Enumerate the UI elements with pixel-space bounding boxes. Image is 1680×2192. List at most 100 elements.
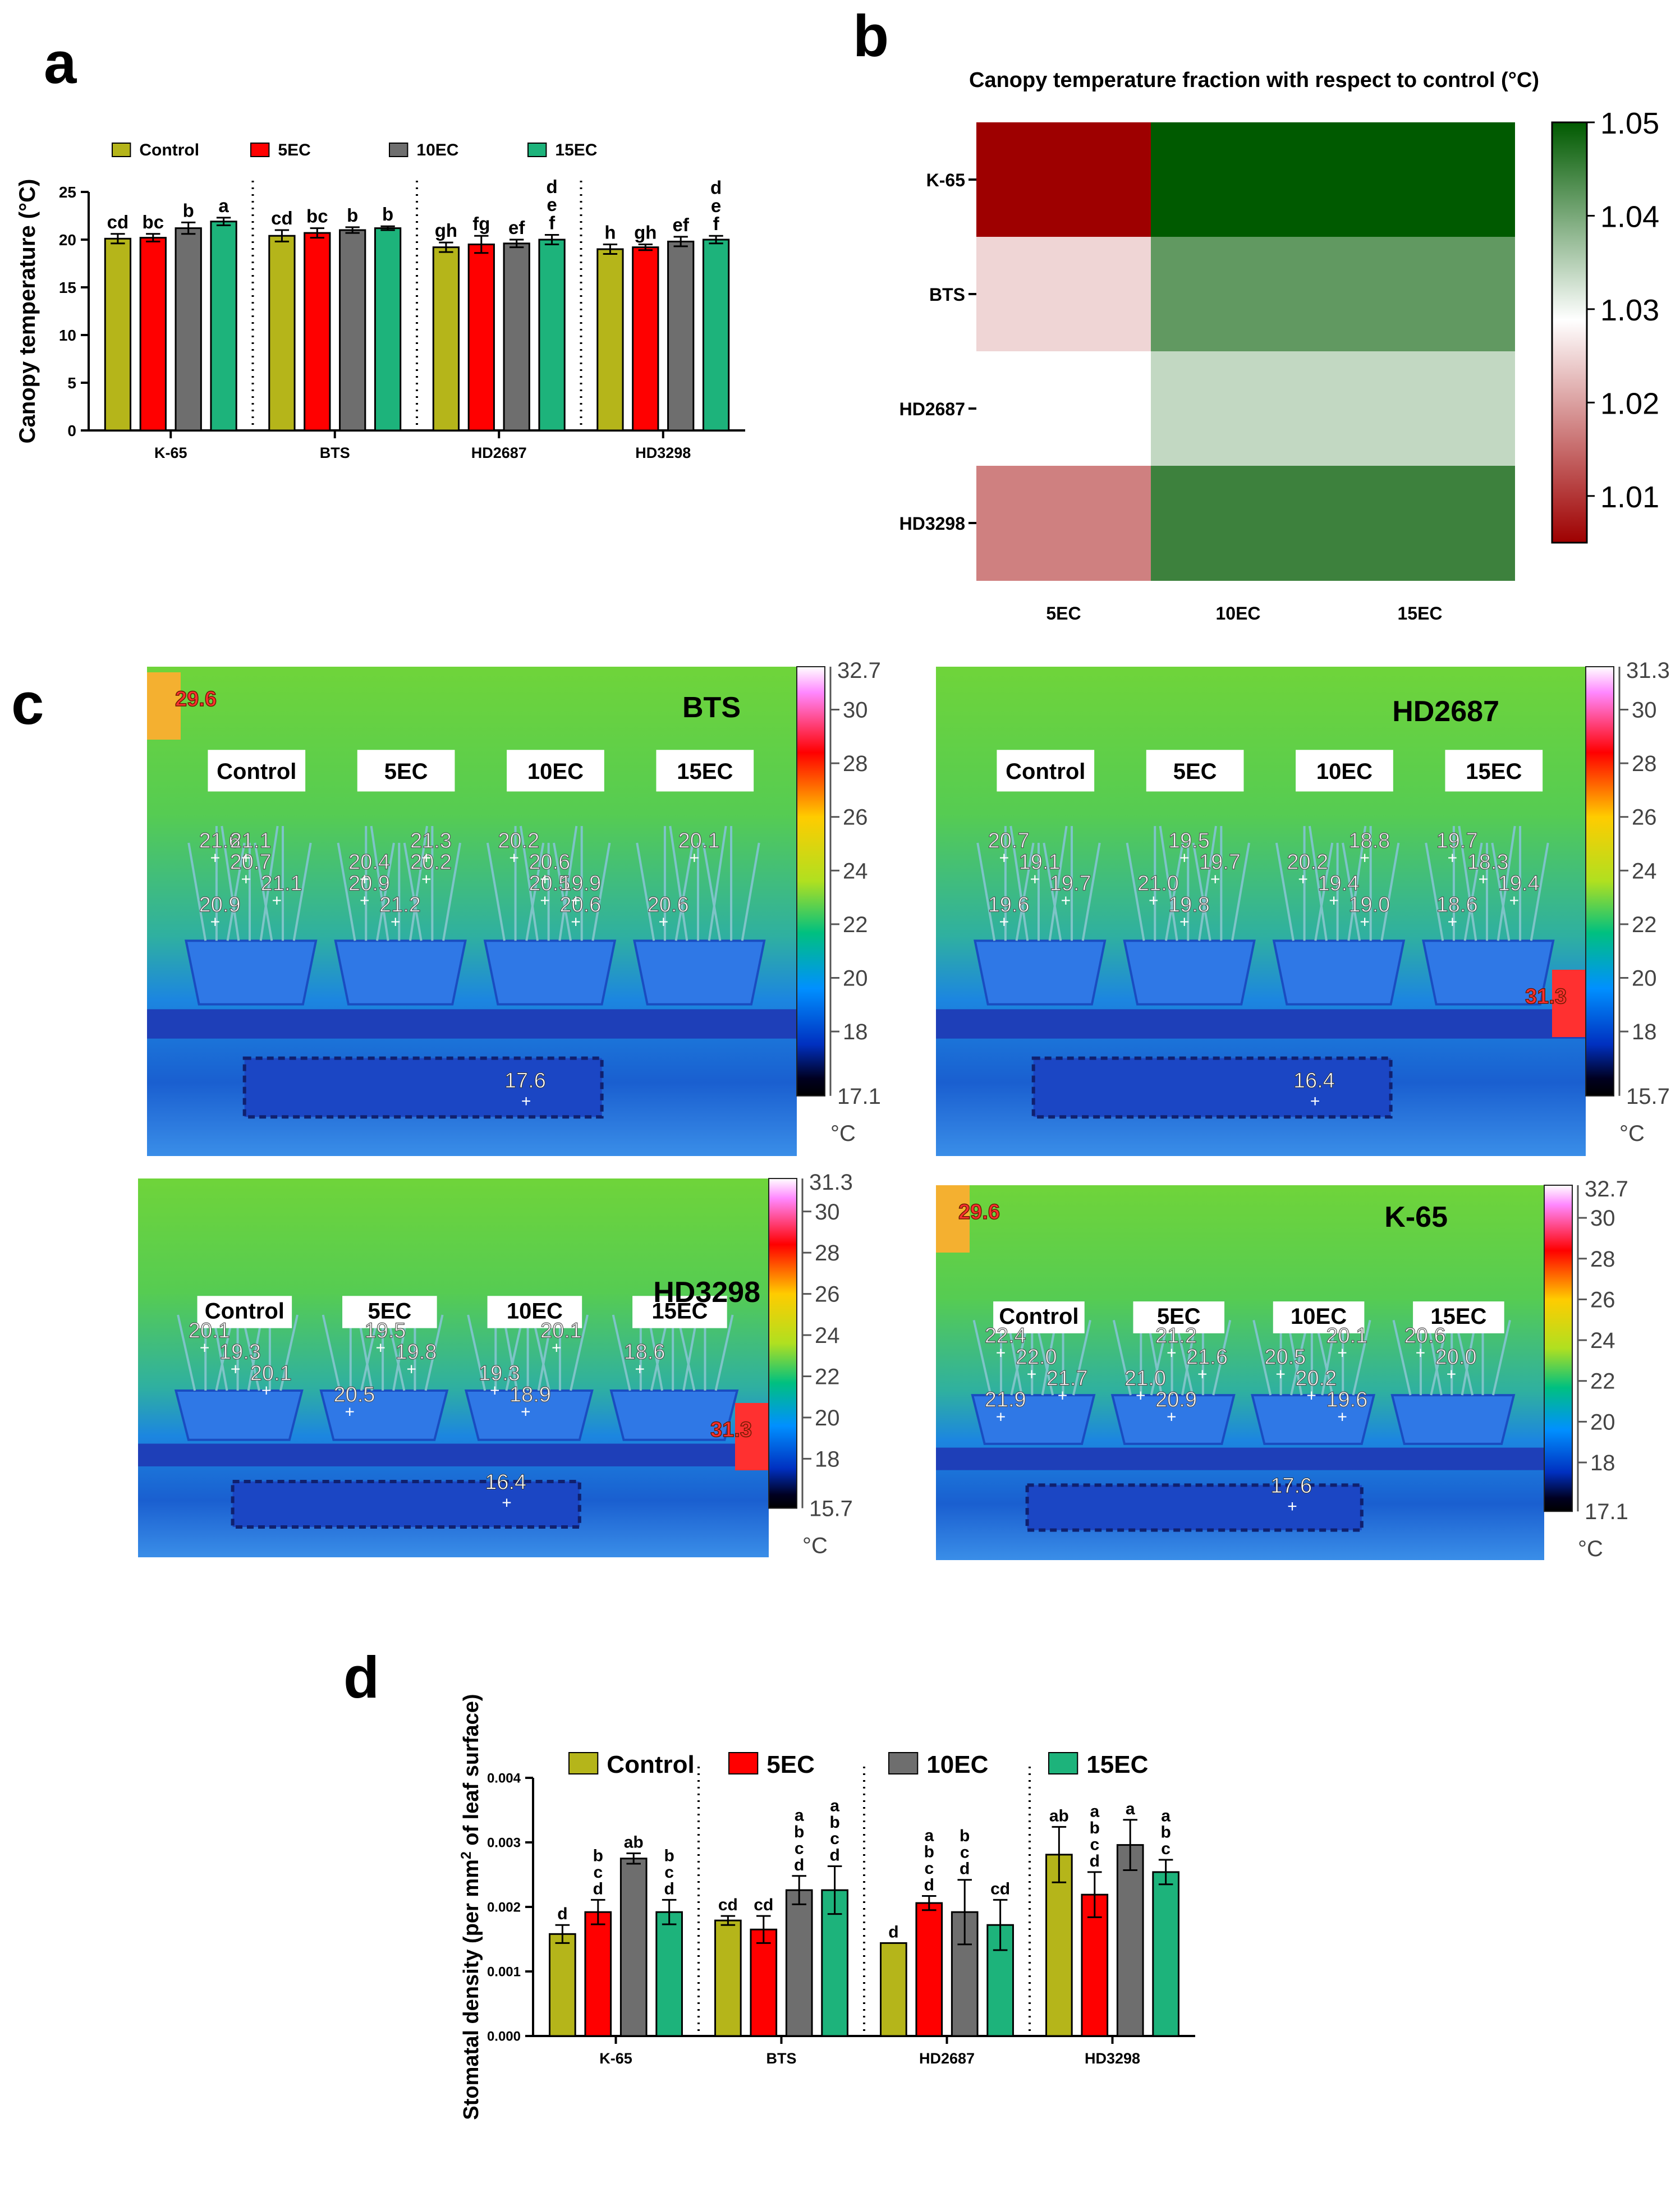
bar — [304, 232, 331, 432]
crosshair-marker: + — [659, 913, 669, 932]
plant-leaf — [741, 842, 760, 941]
plant-leaf — [424, 1314, 444, 1391]
temperature-reading: 19.7 — [1050, 872, 1091, 896]
pot-label-box — [208, 750, 306, 792]
crosshair-marker: + — [200, 1339, 210, 1358]
crosshair-marker: + — [1149, 892, 1159, 910]
x-tick-label: BTS — [320, 444, 350, 461]
y-tick-label: 25 — [59, 184, 76, 201]
legend-swatch-5ec — [728, 1752, 759, 1774]
plant-leaf — [1164, 842, 1184, 941]
temperature-reading: 19.6 — [1326, 1388, 1367, 1412]
bar — [175, 227, 202, 432]
crosshair-marker: + — [521, 1092, 531, 1111]
plant-leaf — [259, 826, 279, 941]
significance-letter: c — [830, 1829, 839, 1848]
thermal-scale-tick-label: 24 — [843, 859, 868, 883]
plant-leaf — [1308, 826, 1328, 941]
crosshair-marker: + — [241, 849, 251, 868]
colorbar-tick-label: 1.03 — [1600, 294, 1659, 327]
plant-leaf — [337, 842, 356, 941]
thermal-scale-tick-label: 26 — [843, 805, 868, 830]
crosshair-marker: + — [540, 892, 550, 910]
plant-leaf — [467, 1314, 486, 1391]
legend-label-control: Control — [607, 1751, 694, 1778]
significance-letter: b — [829, 1813, 839, 1832]
crosshair-marker: + — [1448, 913, 1458, 932]
bar — [667, 240, 695, 432]
crosshair-marker: + — [406, 1360, 416, 1379]
plant-leaf — [292, 842, 312, 941]
temperature-reading: 20.1 — [540, 1319, 582, 1343]
legend-swatch-control — [112, 143, 131, 157]
thermal-scale-tick-label: 28 — [1590, 1247, 1615, 1272]
plant-leaf — [375, 842, 395, 941]
heatmap-cell — [1325, 351, 1515, 466]
thermal-scale-tick-label: 30 — [815, 1200, 840, 1225]
thermal-colorbar — [768, 1178, 797, 1509]
crosshair-marker: + — [210, 849, 221, 868]
bar — [549, 1933, 576, 2037]
bench-grid — [231, 1480, 581, 1529]
y-tick-label: 20 — [59, 231, 76, 249]
temperature-reading: 19.5 — [1168, 829, 1210, 853]
temperature-reading: 21.6 — [1186, 1346, 1228, 1369]
significance-letter: b — [1090, 1819, 1100, 1837]
bar — [750, 1928, 778, 2037]
temperature-reading: 19.3 — [479, 1362, 520, 1386]
thermal-scale-tick-label: 28 — [1632, 751, 1657, 776]
crosshair-marker: + — [1167, 1344, 1177, 1363]
thermal-scale-tick-label: 20 — [815, 1406, 840, 1430]
crosshair-marker: + — [996, 1344, 1006, 1363]
significance-letter: b — [593, 1847, 603, 1865]
temperature-reading: 21.1 — [261, 872, 302, 896]
thermal-scale-tick-label: 20 — [1590, 1410, 1615, 1434]
temperature-reading: 20.6 — [529, 851, 570, 874]
plant-leaf — [976, 842, 996, 941]
significance-letter: gh — [435, 220, 457, 241]
bar — [655, 1911, 683, 2037]
significance-letter: cd — [990, 1879, 1010, 1898]
pot-label-box — [1133, 1301, 1225, 1333]
bar — [503, 242, 530, 432]
thermal-scale-tick-label: 24 — [1590, 1328, 1615, 1353]
bar — [210, 221, 237, 432]
pot-label-box — [656, 750, 754, 792]
plant-leaf — [1043, 842, 1062, 941]
pot — [483, 939, 617, 1006]
temperature-reading: 21.1 — [230, 829, 272, 853]
significance-letter: d — [829, 1846, 839, 1865]
legend-label-15ec: 15EC — [555, 141, 597, 159]
crosshair-marker: + — [502, 1494, 512, 1512]
heatmap-row-label: K-65 — [926, 170, 965, 190]
panel-letter-a: a — [44, 30, 77, 96]
crosshair-marker: + — [1179, 849, 1190, 868]
pot — [633, 939, 766, 1006]
temperature-reading: 21.3 — [410, 829, 452, 853]
significance-letter: cd — [271, 208, 293, 228]
bar — [104, 237, 132, 432]
plant-leaf — [1352, 1320, 1371, 1396]
significance-letter: a — [795, 1806, 804, 1825]
crosshair-marker: + — [1275, 1365, 1286, 1384]
temperature-reading: 20.2 — [1295, 1367, 1337, 1391]
plant-leaf — [636, 842, 655, 941]
bar — [432, 246, 460, 432]
pot — [974, 939, 1107, 1006]
thermal-colorbar — [796, 666, 825, 1097]
bar — [584, 1911, 612, 2037]
crosshair-marker: + — [996, 1408, 1006, 1427]
pot-label: Control — [205, 1299, 284, 1323]
pot-label-box — [997, 750, 1095, 792]
thermal-scale-tick-label: 28 — [843, 751, 868, 776]
bench-rail — [936, 1009, 1586, 1039]
heatmap-cell — [1151, 351, 1326, 466]
significance-letter: c — [1161, 1840, 1171, 1858]
significance-letter: b — [924, 1843, 934, 1861]
crosshair-marker: + — [490, 1382, 500, 1400]
x-tick-label: HD3298 — [1085, 2050, 1140, 2067]
y-tick-label: 15 — [59, 279, 76, 296]
plant-leaf — [254, 842, 273, 941]
crosshair-marker: + — [421, 849, 432, 868]
temperature-reading: 20.5 — [529, 872, 570, 896]
